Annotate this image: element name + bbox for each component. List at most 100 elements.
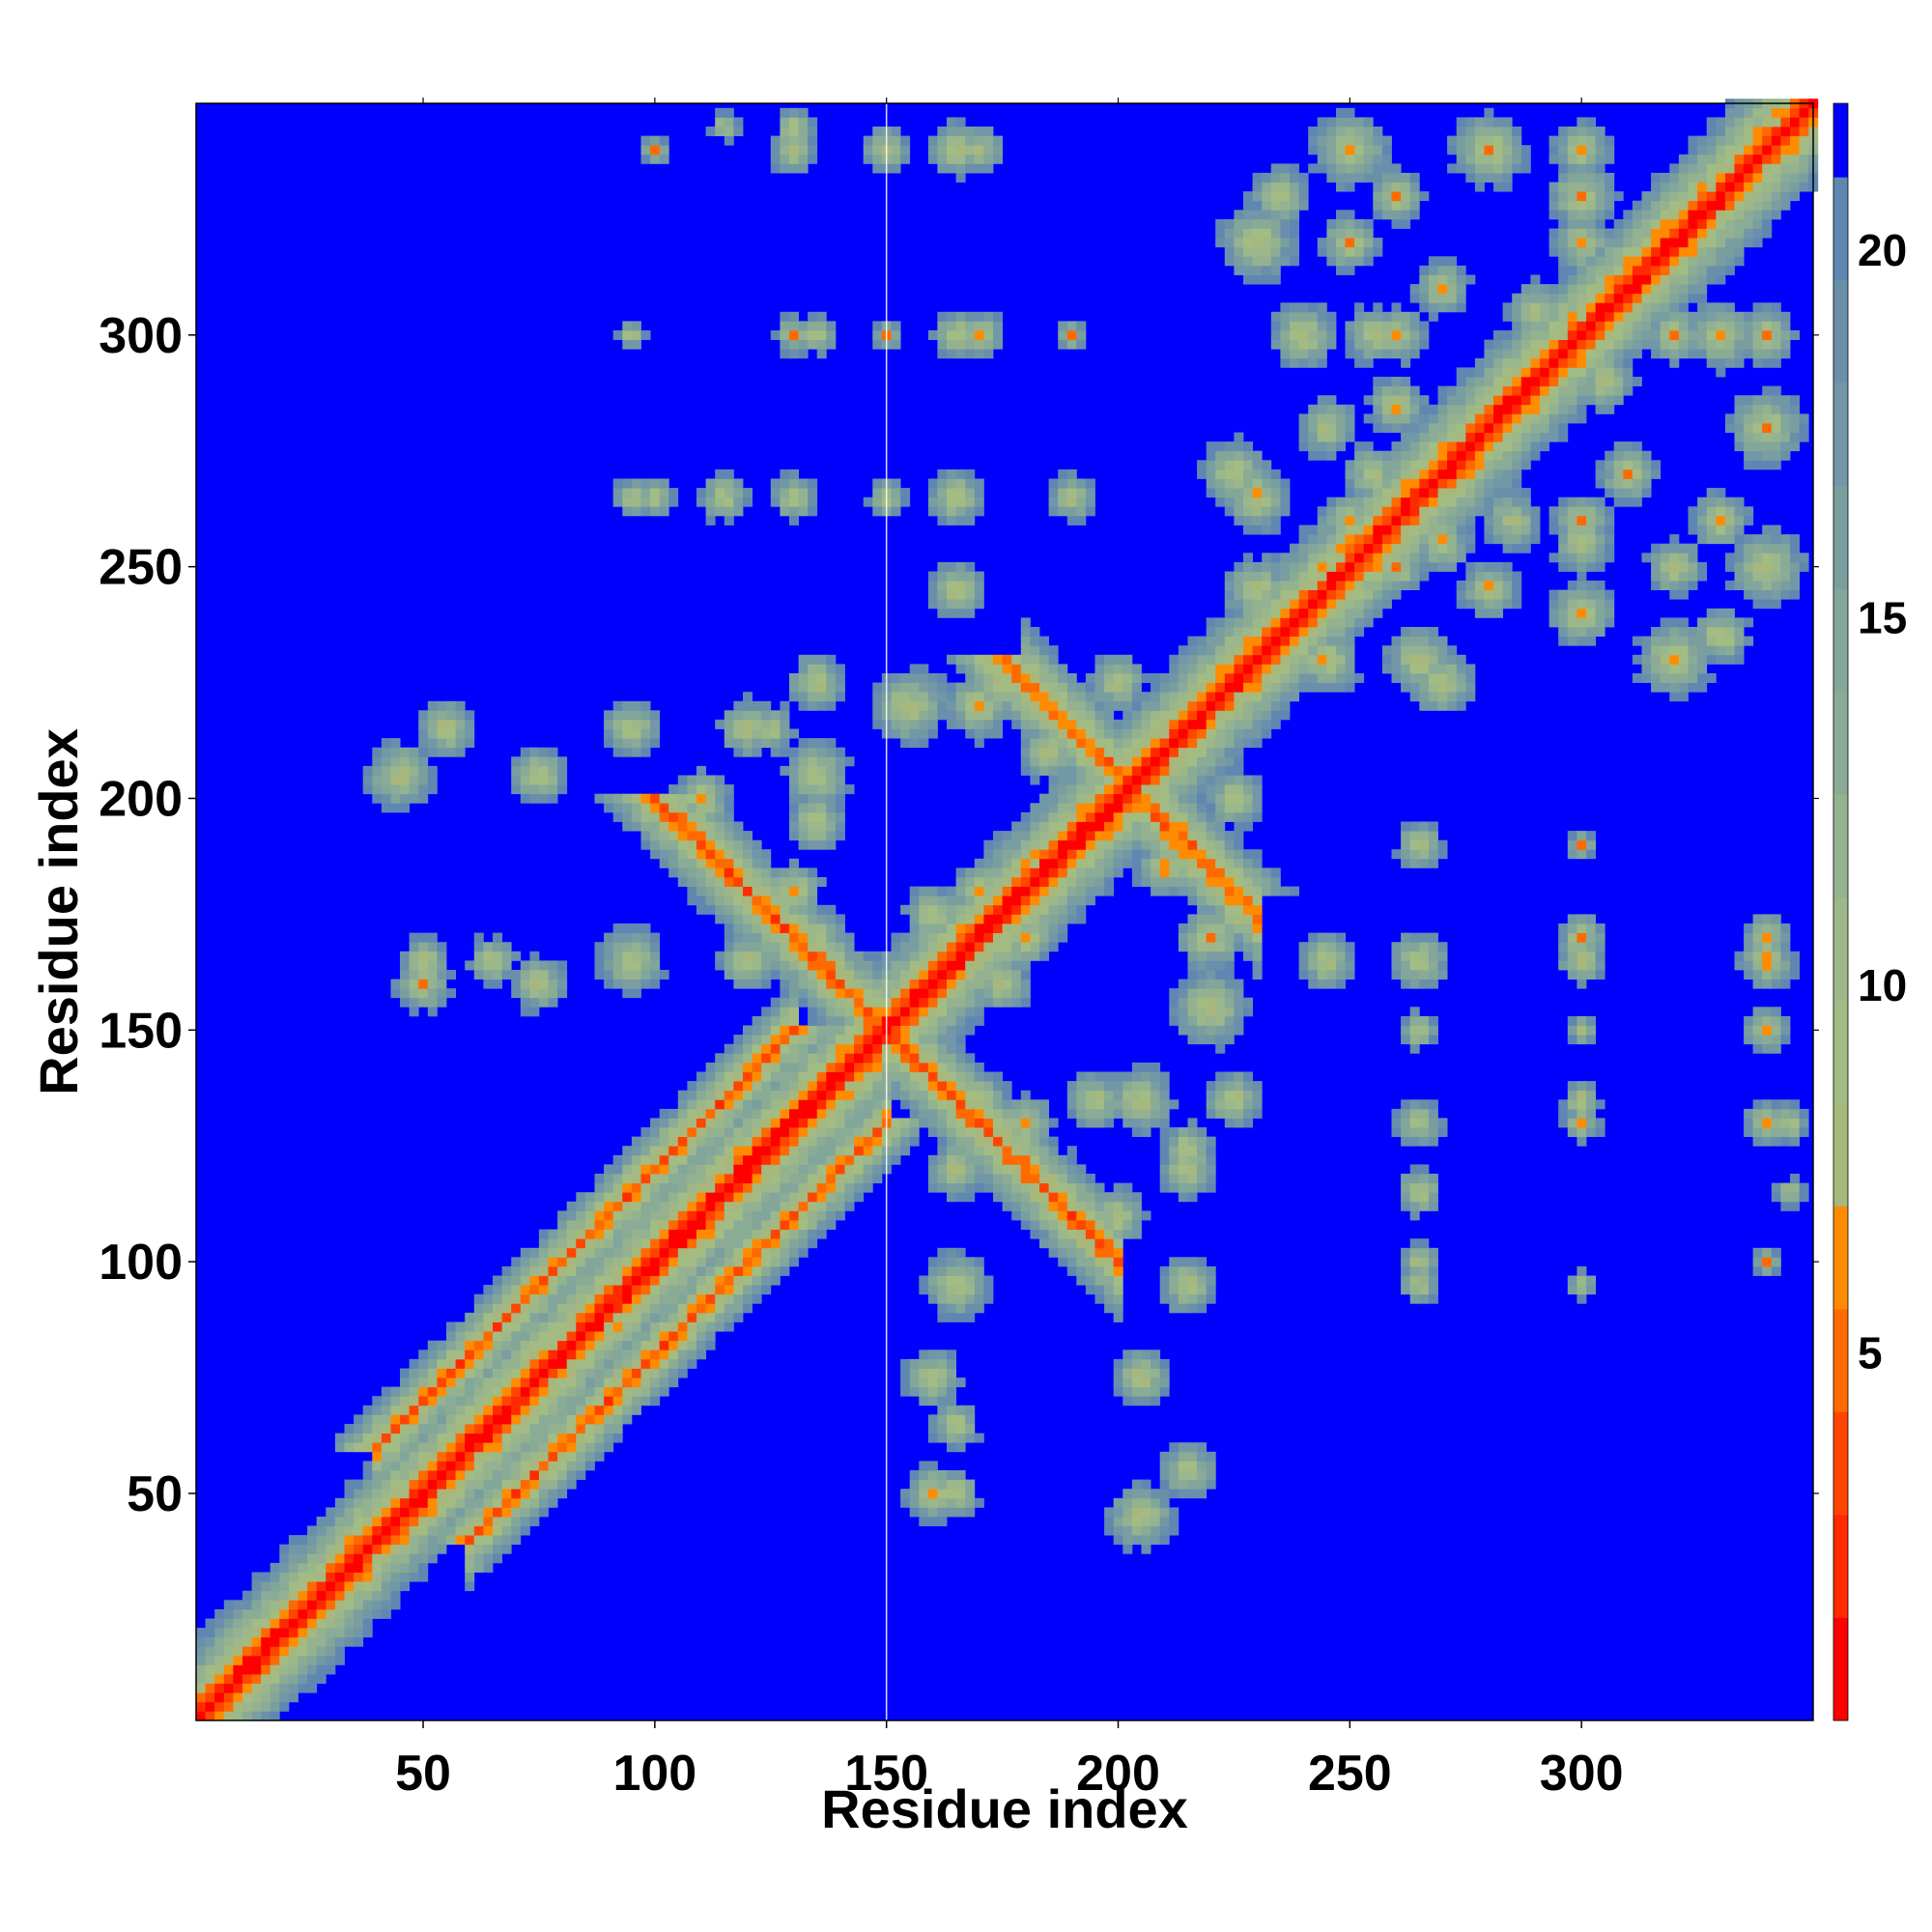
heatmap-cell: [1002, 849, 1012, 860]
heatmap-cell: [743, 839, 753, 850]
heatmap-cell: [520, 1321, 530, 1332]
heatmap-cell: [659, 1118, 669, 1128]
heatmap-cell: [270, 1711, 280, 1721]
heatmap-cell: [1215, 1043, 1226, 1054]
heatmap-cell: [696, 1285, 706, 1295]
heatmap-cell: [631, 1257, 641, 1267]
heatmap-cell: [696, 765, 706, 776]
heatmap-cell: [668, 1312, 679, 1322]
heatmap-cell: [724, 488, 734, 498]
heatmap-cell: [789, 979, 799, 989]
heatmap-cell: [1187, 886, 1198, 896]
heatmap-cell: [780, 710, 790, 721]
heatmap-cell: [548, 1265, 558, 1276]
heatmap-cell: [622, 1257, 633, 1267]
heatmap-cell: [816, 1108, 827, 1119]
heatmap-cell: [446, 1507, 456, 1518]
heatmap-cell: [501, 1424, 512, 1434]
heatmap-cell: [1141, 673, 1151, 683]
heatmap-cell: [761, 700, 772, 711]
heatmap-cell: [937, 589, 948, 600]
heatmap-cell: [372, 1544, 383, 1554]
heatmap-cell: [1020, 904, 1031, 915]
heatmap-cell: [1178, 765, 1188, 776]
heatmap-cell: [1169, 1285, 1179, 1295]
heatmap-cell: [334, 1628, 345, 1638]
heatmap-cell: [640, 1182, 651, 1193]
heatmap-cell: [983, 1090, 994, 1100]
heatmap-cell: [927, 1461, 938, 1471]
heatmap-cell: [455, 719, 466, 729]
heatmap-cell: [1206, 1146, 1216, 1156]
heatmap-cell: [1085, 1090, 1095, 1100]
heatmap-cell: [854, 1035, 865, 1045]
heatmap-cell: [1076, 330, 1087, 340]
heatmap-cell: [650, 1293, 661, 1304]
heatmap-cell: [780, 469, 790, 479]
heatmap-cell: [214, 1628, 225, 1638]
heatmap-cell: [1206, 719, 1216, 729]
heatmap-cell: [334, 1581, 345, 1592]
heatmap-cell: [993, 145, 1003, 156]
heatmap-cell: [733, 858, 744, 868]
heatmap-cell: [1234, 803, 1244, 813]
heatmap-cell: [677, 1312, 688, 1322]
heatmap-cell: [1187, 1136, 1198, 1147]
heatmap-cell: [242, 1711, 252, 1721]
heatmap-cell: [1113, 1081, 1123, 1092]
heatmap-cell: [604, 1350, 614, 1360]
heatmap-cell: [390, 775, 401, 785]
heatmap-cell: [808, 1229, 818, 1239]
heatmap-cell: [538, 747, 549, 757]
heatmap-cell: [1066, 886, 1077, 896]
heatmap-cell: [455, 1414, 466, 1425]
heatmap-cell: [955, 1043, 966, 1054]
heatmap-cell: [705, 1340, 716, 1350]
heatmap-cell: [1020, 1154, 1031, 1165]
heatmap-cells: [196, 99, 1819, 1721]
heatmap-cell: [789, 506, 799, 517]
heatmap-cell: [1224, 654, 1235, 665]
heatmap-cell: [733, 719, 744, 729]
heatmap-cell: [1020, 960, 1031, 971]
heatmap-cell: [724, 719, 734, 729]
heatmap-cell: [446, 1321, 456, 1332]
heatmap-cell: [835, 1025, 845, 1036]
heatmap-cell: [1085, 839, 1095, 850]
heatmap-cell: [900, 1386, 911, 1397]
heatmap-cell: [789, 1192, 799, 1203]
heatmap-cell: [1131, 1396, 1142, 1406]
heatmap-cell: [493, 1340, 502, 1350]
heatmap-cell: [974, 581, 984, 590]
heatmap-cell: [1197, 877, 1208, 887]
heatmap-cell: [789, 673, 799, 683]
heatmap-cell: [816, 321, 827, 331]
heatmap-cell: [1048, 803, 1059, 813]
heatmap-cell: [1002, 932, 1012, 943]
heatmap-cell: [529, 1247, 540, 1258]
heatmap-cell: [844, 1099, 855, 1110]
heatmap-cell: [798, 488, 809, 498]
heatmap-cell: [473, 1331, 484, 1342]
heatmap-cell: [326, 1628, 336, 1638]
heatmap-cell: [1076, 719, 1087, 729]
heatmap-cell: [798, 1182, 809, 1193]
heatmap-cell: [1076, 1275, 1087, 1286]
heatmap-cell: [604, 1164, 614, 1175]
heatmap-cell: [1085, 1182, 1095, 1193]
heatmap-cell: [891, 1053, 901, 1064]
heatmap-cell: [622, 497, 633, 507]
heatmap-cell: [529, 1285, 540, 1295]
heatmap-cell: [715, 1090, 725, 1100]
heatmap-cell: [808, 321, 818, 331]
heatmap-cell: [1048, 692, 1059, 702]
heatmap-cell: [1131, 1220, 1142, 1230]
heatmap-cell: [1030, 765, 1040, 776]
heatmap-cell: [1020, 1182, 1031, 1193]
heatmap-cell: [927, 330, 938, 340]
heatmap-cell: [863, 951, 873, 961]
heatmap-cell: [808, 877, 818, 887]
heatmap-cell: [677, 831, 688, 841]
heatmap-cell: [1224, 904, 1235, 915]
heatmap-cell: [919, 1517, 929, 1526]
